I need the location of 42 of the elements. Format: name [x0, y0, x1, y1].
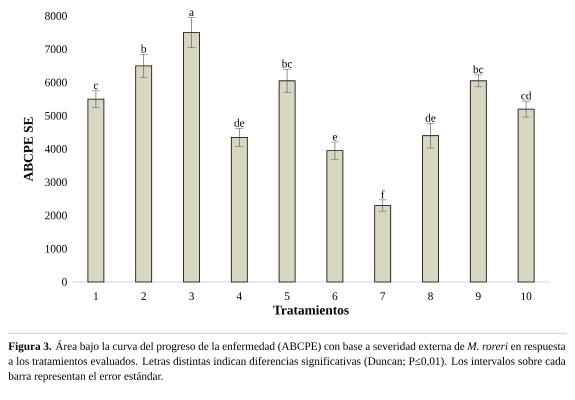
x-tick-label: 10	[521, 292, 532, 300]
x-tick-label: 8	[428, 292, 433, 300]
y-tick-label: 5000	[45, 112, 67, 120]
annotation: de	[426, 114, 436, 122]
y-tick-label: 2000	[45, 212, 67, 220]
annotation: b	[140, 44, 146, 53]
x-axis-title: Tratamientos	[273, 305, 349, 315]
annotation: a	[189, 10, 194, 16]
y-tick-label: 3000	[45, 178, 67, 186]
y-tick-label: 0	[62, 278, 67, 286]
text: Figura 3. Área bajo la curva del progreso de la enfermedad (ABCPE) con base a severidad externa de M. roreri en respuesta a los tratamientos evaluados. Letras distintas indican diferencias significativas (Duncan; P≤0,01). Los intervalos sobre cada barra representan el error estándar.	[8, 340, 566, 382]
x-tick-label: 7	[380, 292, 386, 300]
bar	[135, 65, 152, 282]
y-tick-label: 4000	[44, 145, 67, 153]
bar	[518, 108, 535, 282]
y-tick-label: 7000	[45, 45, 67, 54]
bar	[470, 80, 487, 282]
x-tick-label: 5	[284, 292, 290, 300]
annotation: de	[234, 118, 244, 127]
y-axis-title: ABCPE SE	[24, 117, 33, 182]
annotation: cd	[521, 92, 532, 100]
x-tick-label: 9	[476, 292, 481, 300]
annotation: e	[332, 134, 338, 140]
annotation: bc	[472, 65, 484, 74]
y-tick-label: 6000	[45, 78, 67, 86]
bar	[88, 98, 104, 282]
bar	[326, 150, 344, 282]
x-tick-label: 2	[141, 292, 146, 300]
x-tick-label: 6	[332, 292, 338, 300]
x-tick-label: 4	[236, 292, 242, 300]
bar	[183, 32, 200, 282]
x-tick-label: 3	[189, 292, 194, 300]
y-tick-label: 8000	[45, 12, 67, 20]
bar	[374, 205, 392, 282]
bar	[278, 80, 296, 282]
annotation: f	[381, 190, 385, 198]
annotation: c	[94, 84, 98, 90]
y-tick-label: 1000	[46, 244, 67, 253]
bar	[422, 135, 439, 282]
bar	[230, 136, 248, 282]
annotation: bc	[282, 60, 292, 68]
x-tick-label: 1	[94, 292, 98, 300]
